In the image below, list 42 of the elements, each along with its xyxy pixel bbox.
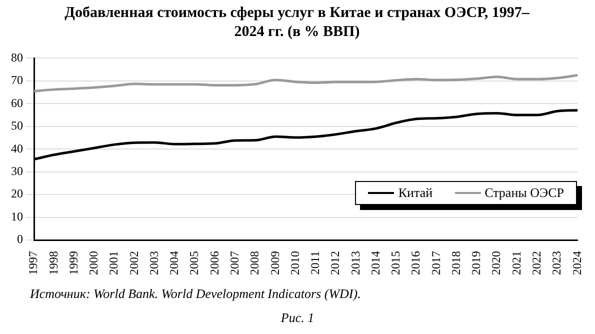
- x-tick-label: 2016: [408, 251, 423, 275]
- y-tick-label: 70: [11, 73, 23, 88]
- x-tick-label: 2012: [328, 251, 342, 275]
- x-tick-label: 2010: [288, 251, 302, 275]
- x-tick-label: 2021: [509, 251, 524, 275]
- x-tick-label: 2007: [227, 251, 242, 275]
- x-tick-label: 1997: [26, 251, 40, 275]
- text: Рис. 1: [280, 309, 316, 327]
- y-tick-label: 0: [17, 232, 23, 246]
- y-tick-label: 60: [11, 96, 23, 110]
- x-tick-label: 2000: [86, 251, 101, 275]
- x-tick-label: 2019: [469, 251, 484, 275]
- x-tick-label: 2023: [550, 251, 564, 275]
- y-tick-label: 50: [11, 118, 23, 133]
- text: Источник: World Bank. World Development Indicators (WDI).: [28, 285, 362, 303]
- y-tick-label: 80: [11, 50, 23, 64]
- y-tick-label: 20: [11, 186, 23, 201]
- x-tick-label: 2015: [388, 251, 403, 275]
- legend-label: Страны ОЭСР: [484, 185, 564, 201]
- x-tick-label: 2004: [167, 251, 182, 275]
- y-tick-label: 40: [11, 141, 23, 156]
- y-tick-label: 10: [11, 209, 23, 224]
- legend-label: Китай: [398, 185, 433, 201]
- x-tick-label: 2017: [428, 251, 443, 275]
- x-tick-label: 2011: [308, 251, 322, 275]
- x-tick-label: 2020: [489, 251, 504, 275]
- x-tick-label: 2001: [106, 251, 121, 275]
- x-tick-label: 2014: [368, 251, 382, 275]
- x-tick-label: 2002: [126, 251, 141, 275]
- x-tick-label: 2008: [248, 251, 262, 275]
- y-tick-label: 30: [11, 164, 23, 178]
- x-tick-label: 2018: [448, 251, 463, 275]
- x-tick-label: 2005: [187, 251, 202, 275]
- x-tick-label: 2006: [207, 251, 222, 275]
- x-tick-label: 2024: [570, 251, 584, 275]
- chart-title: Добавленная стоимость сферы услуг в Китае и странах ОЭСР, 1997–2024 гг. (в % ВВП): [64, 4, 530, 42]
- x-tick-label: 1998: [46, 251, 60, 275]
- x-tick-label: 2013: [348, 251, 362, 275]
- x-tick-label: 2003: [146, 251, 161, 275]
- x-tick-label: 2009: [268, 251, 282, 275]
- x-tick-label: 1999: [66, 251, 80, 275]
- x-tick-label: 2022: [529, 251, 544, 275]
